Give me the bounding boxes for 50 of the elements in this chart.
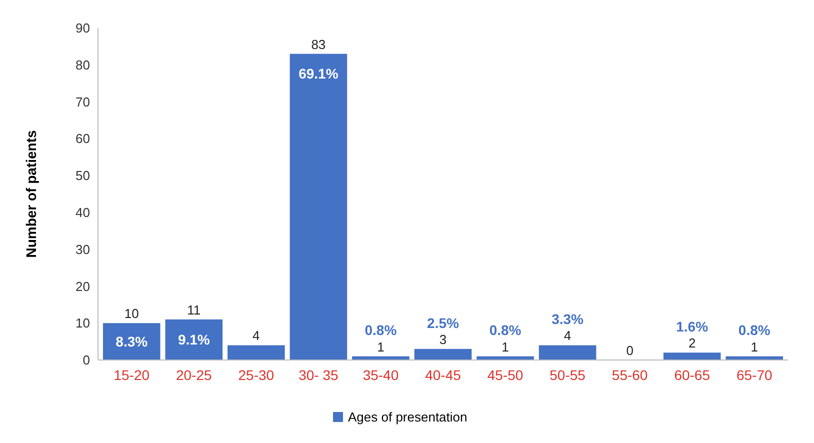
- x-tick-label: 20-25: [176, 367, 212, 383]
- legend-label: Ages of presentation: [348, 410, 468, 425]
- bar: [228, 345, 285, 360]
- annotation: 3.3%: [552, 311, 584, 328]
- data-label: 83: [311, 36, 326, 52]
- x-tick-label: 30- 35: [298, 367, 339, 383]
- y-axis-title: Number of patients: [23, 130, 39, 258]
- y-tick-label: 70: [76, 94, 90, 110]
- annotation: 69.1%: [298, 66, 339, 82]
- y-tick-label: 20: [76, 278, 90, 294]
- data-label: 0: [626, 343, 634, 358]
- data-label: 1: [377, 339, 384, 354]
- annotation: 1.6%: [676, 318, 709, 335]
- y-tick-label: 50: [76, 168, 90, 184]
- data-label: 4: [564, 328, 572, 344]
- x-tick-label: 15-20: [114, 367, 150, 383]
- annotation: 2.5%: [427, 314, 460, 331]
- y-tick-label: 30: [76, 242, 90, 257]
- y-tick-label: 40: [76, 204, 90, 220]
- data-label: 3: [439, 332, 447, 347]
- annotation: 0.8%: [489, 322, 522, 338]
- x-tick-label: 55-60: [612, 367, 648, 383]
- y-tick-label: 80: [76, 57, 90, 72]
- x-tick-label: 60-65: [674, 367, 710, 383]
- data-label: 2: [688, 336, 696, 351]
- y-tick-label: 10: [76, 316, 90, 331]
- bar: [663, 352, 721, 360]
- x-tick-label: 25-30: [238, 367, 274, 383]
- x-tick-label: 50-55: [550, 367, 586, 383]
- bar: [538, 345, 596, 360]
- data-label: 11: [187, 302, 201, 318]
- x-tick-label: 45-50: [487, 367, 524, 383]
- data-label: 1: [502, 339, 509, 354]
- y-tick-label: 90: [76, 20, 90, 36]
- data-label: 10: [124, 306, 139, 322]
- bar: [414, 348, 472, 360]
- annotation: 0.8%: [364, 322, 398, 338]
- x-tick-label: 35-40: [362, 367, 399, 383]
- y-tick-label: 60: [76, 131, 90, 146]
- bar: [290, 54, 348, 360]
- x-tick-label: 65-70: [736, 367, 772, 383]
- annotation: 9.1%: [178, 331, 210, 348]
- data-label: 1: [750, 339, 758, 354]
- bar: [102, 323, 160, 360]
- annotation: 0.8%: [738, 322, 771, 338]
- annotation: 8.3%: [116, 333, 148, 350]
- bar: [165, 319, 223, 360]
- y-tick-label: 0: [82, 352, 90, 368]
- x-tick-label: 40-45: [425, 367, 462, 383]
- data-label: 4: [252, 328, 260, 344]
